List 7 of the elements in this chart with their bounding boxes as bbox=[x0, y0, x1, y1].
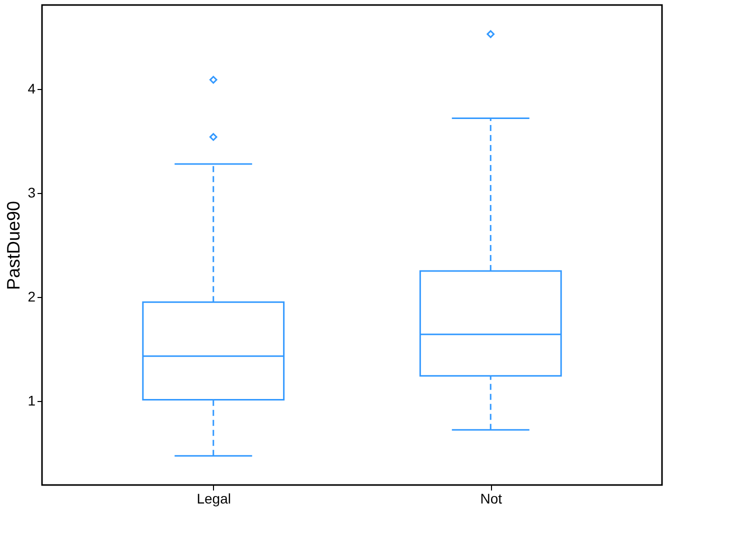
x-tick-label: Not bbox=[480, 490, 502, 506]
y-axis-title: PastDue90 bbox=[4, 200, 24, 290]
y-tick-label: 2 bbox=[28, 288, 36, 304]
y-tick-label: 3 bbox=[28, 184, 36, 201]
y-tick-label: 1 bbox=[28, 392, 36, 408]
y-tick-label: 4 bbox=[28, 80, 36, 97]
x-tick-label: Legal bbox=[196, 490, 231, 506]
